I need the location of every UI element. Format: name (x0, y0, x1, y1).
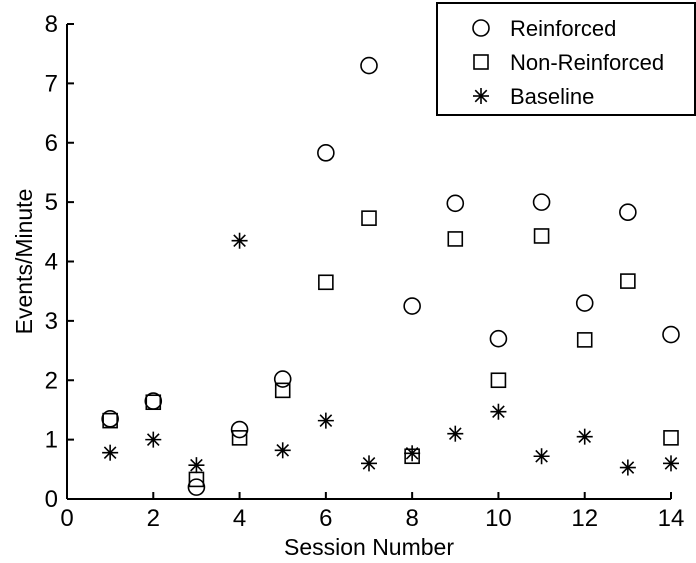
data-point-circle (532, 193, 551, 211)
data-point-square (533, 228, 550, 244)
legend-label: Baseline (510, 84, 594, 109)
data-point-square (447, 231, 464, 247)
y-tick-label: 0 (45, 486, 58, 513)
legend-label: Non-Reinforced (510, 50, 664, 75)
data-point-circle (403, 297, 421, 315)
data-point-circle (317, 144, 335, 162)
data-point-square (231, 430, 248, 446)
data-point-asterisk (102, 444, 119, 461)
y-tick-label: 3 (45, 308, 58, 335)
data-point-square (102, 412, 118, 429)
data-points (101, 56, 680, 496)
y-tick-label: 4 (45, 249, 58, 276)
x-tick-label: 4 (233, 505, 246, 532)
x-tick-label: 2 (147, 505, 160, 532)
series-asterisk (102, 232, 679, 476)
legend-entry: Baseline (473, 84, 594, 109)
data-point-square (576, 332, 593, 348)
legend-entry: Reinforced (472, 16, 616, 41)
data-point-asterisk (619, 459, 636, 476)
data-point-square (490, 372, 507, 389)
y-ticks: 0 1 2 3 4 5 6 7 8 (45, 11, 74, 513)
data-point-square (318, 274, 334, 291)
data-point-asterisk (576, 428, 593, 445)
series-square (102, 210, 679, 488)
data-point-circle (230, 420, 249, 439)
x-tick-label: 10 (485, 505, 512, 532)
y-tick-label: 2 (45, 367, 58, 394)
y-tick-label: 8 (45, 11, 58, 38)
x-tick-label: 14 (658, 505, 685, 532)
data-point-asterisk (188, 457, 205, 474)
data-point-circle (273, 370, 292, 388)
series-circle (101, 56, 680, 496)
x-tick-label: 6 (319, 505, 332, 532)
legend-marker-square (473, 54, 489, 70)
data-point-circle (619, 203, 637, 222)
x-tick-label: 0 (60, 505, 73, 532)
legend: Reinforced Non-Reinforced Baseline (436, 2, 696, 116)
data-point-asterisk (447, 425, 464, 442)
data-point-circle (662, 325, 680, 344)
data-point-asterisk (361, 455, 377, 472)
data-point-asterisk (145, 431, 162, 448)
data-point-square (620, 273, 636, 289)
data-point-square (145, 394, 162, 411)
x-tick-label: 8 (405, 505, 418, 532)
y-tick-label: 1 (45, 427, 58, 454)
legend-entry: Non-Reinforced (473, 50, 664, 75)
y-axis-label: Events/Minute (11, 189, 37, 335)
legend-label: Reinforced (510, 16, 616, 41)
data-point-circle (360, 56, 378, 75)
data-point-asterisk (274, 442, 291, 459)
legend-marker-circle (472, 19, 490, 37)
data-point-circle (446, 194, 465, 213)
data-point-square (663, 430, 679, 446)
legend-marker-asterisk (473, 88, 489, 104)
data-point-asterisk (404, 445, 421, 462)
x-axis-label: Session Number (284, 534, 454, 560)
data-point-circle (187, 478, 206, 496)
data-point-square (274, 382, 291, 399)
data-point-asterisk (663, 455, 679, 472)
data-point-asterisk (317, 412, 334, 429)
y-tick-label: 6 (45, 130, 58, 157)
data-point-circle (489, 329, 508, 348)
y-tick-label: 7 (45, 70, 58, 97)
data-point-square (361, 210, 377, 226)
x-tick-label: 12 (571, 505, 598, 532)
data-point-asterisk (231, 232, 248, 249)
data-point-asterisk (533, 448, 550, 465)
x-ticks: 0 2 4 6 8 10 12 14 (60, 492, 684, 532)
legend-entries: Reinforced Non-Reinforced Baseline (472, 16, 664, 109)
data-point-asterisk (490, 403, 507, 420)
data-point-circle (575, 294, 594, 312)
y-tick-label: 5 (45, 189, 58, 216)
